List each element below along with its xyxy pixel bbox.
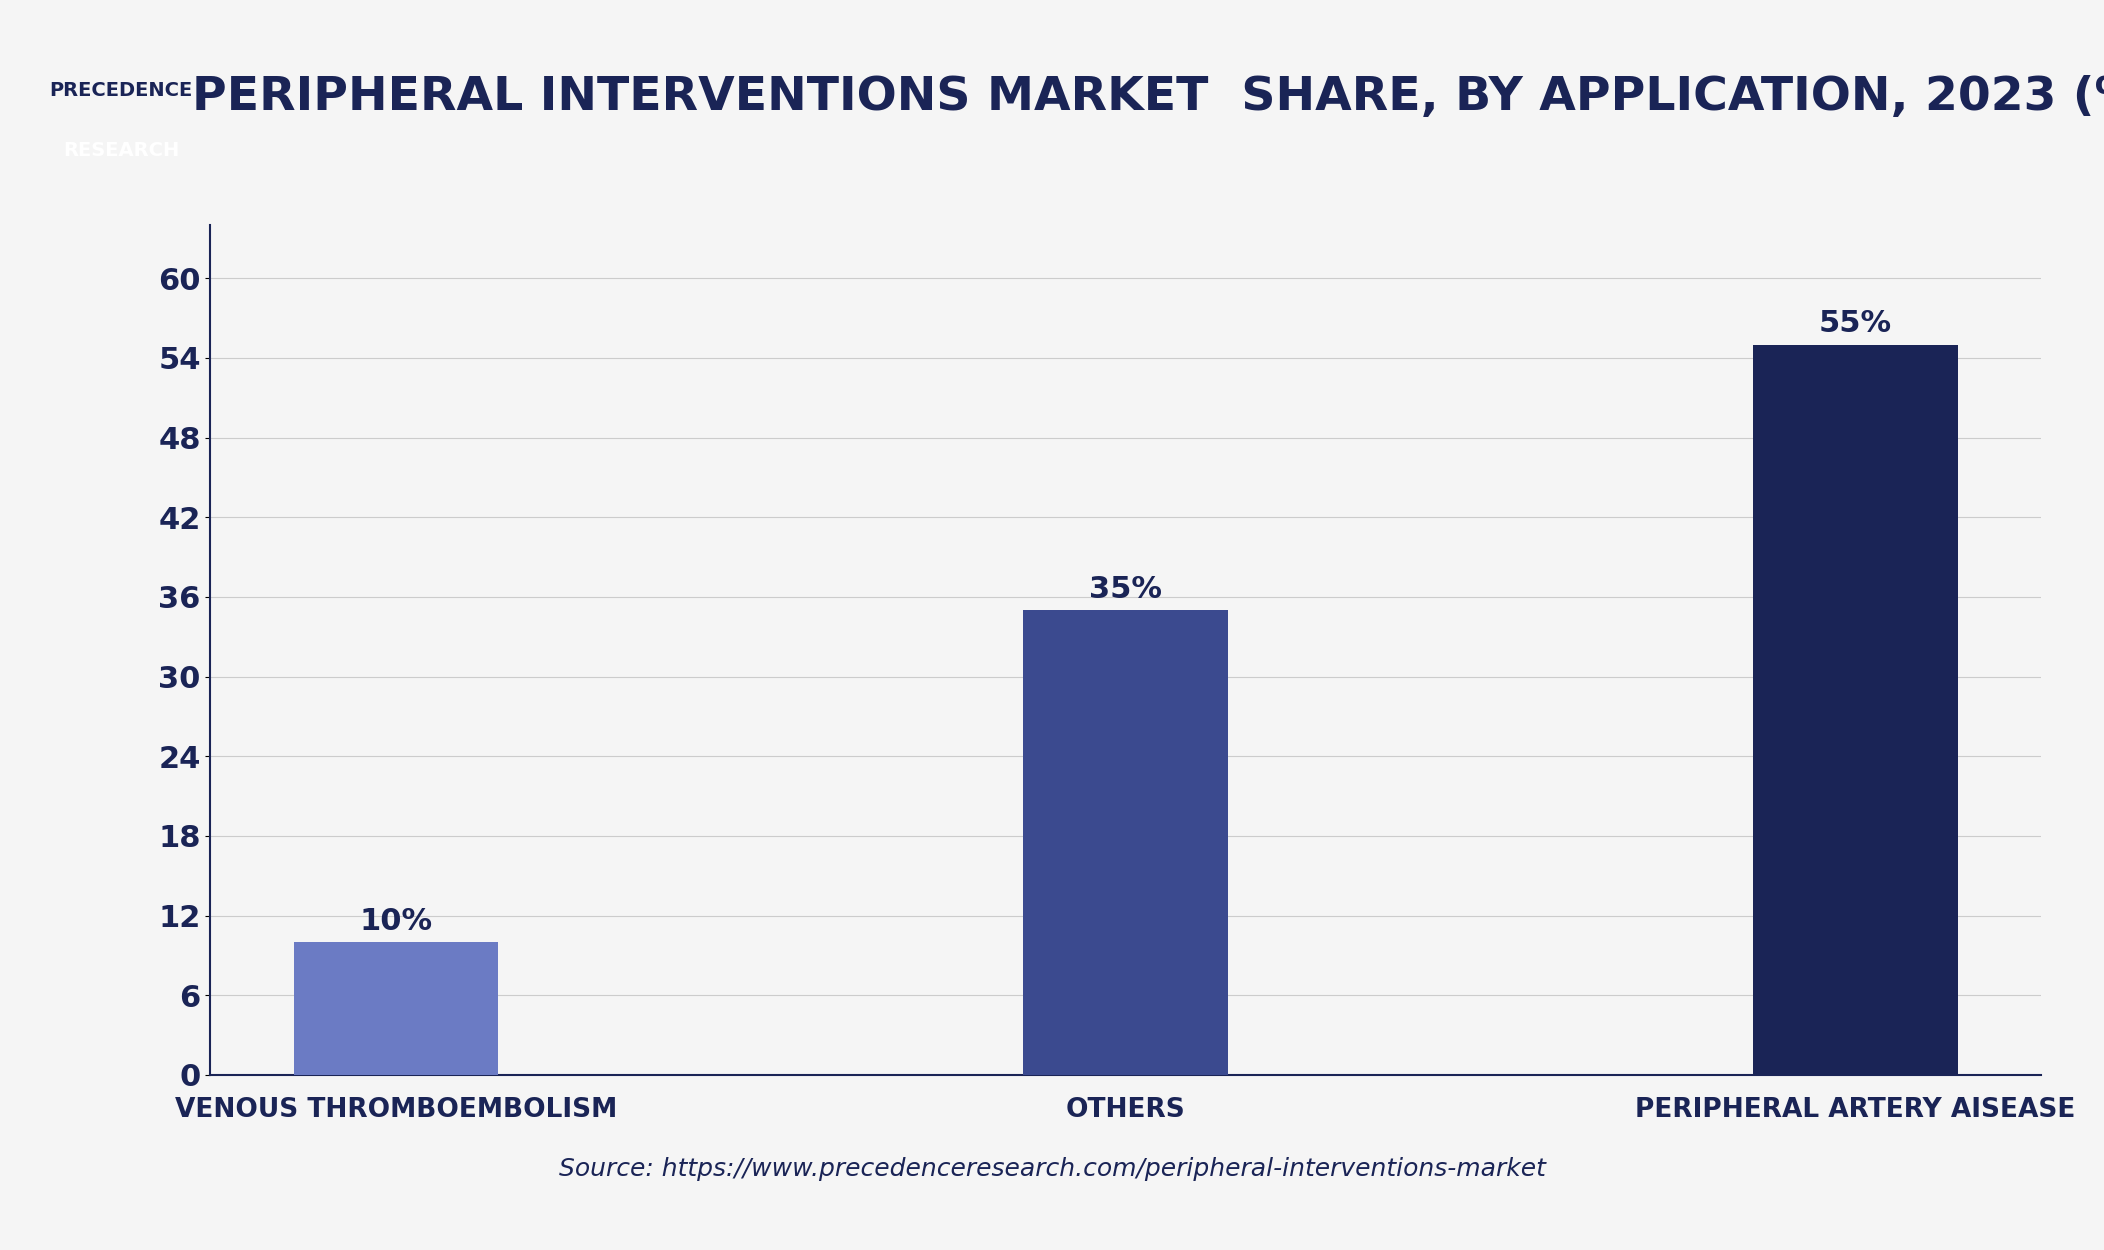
Text: Source: https://www.precedenceresearch.com/peripheral-interventions-market: Source: https://www.precedenceresearch.c… bbox=[558, 1156, 1546, 1181]
Text: 35%: 35% bbox=[1090, 575, 1161, 604]
Text: 10%: 10% bbox=[360, 906, 431, 935]
Bar bbox=[295, 942, 499, 1075]
Bar bbox=[1023, 610, 1229, 1075]
Bar bbox=[1753, 345, 1957, 1075]
Text: 55%: 55% bbox=[1820, 309, 1891, 338]
Text: PRECEDENCE: PRECEDENCE bbox=[48, 81, 194, 100]
Text: RESEARCH: RESEARCH bbox=[63, 141, 179, 160]
Text: PERIPHERAL INTERVENTIONS MARKET  SHARE, BY APPLICATION, 2023 (%): PERIPHERAL INTERVENTIONS MARKET SHARE, B… bbox=[191, 75, 2104, 120]
